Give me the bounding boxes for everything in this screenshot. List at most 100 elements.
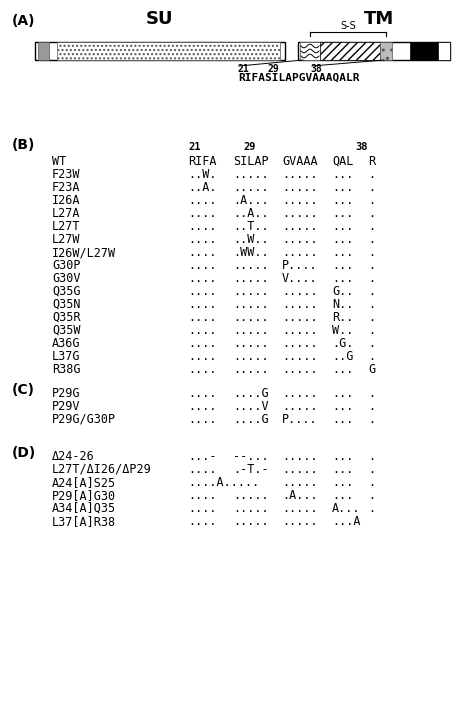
Text: .: . xyxy=(368,476,375,489)
Text: .....: ..... xyxy=(282,363,318,376)
Text: ....: .... xyxy=(188,298,217,311)
Text: Q35N: Q35N xyxy=(52,298,81,311)
Text: .....: ..... xyxy=(282,387,318,400)
Text: .: . xyxy=(368,463,375,476)
Text: ...A: ...A xyxy=(332,515,361,528)
Text: P29V: P29V xyxy=(52,400,81,413)
Bar xyxy=(57,42,280,60)
Text: ..W..: ..W.. xyxy=(233,233,269,246)
Text: .....: ..... xyxy=(282,246,318,259)
Text: .....: ..... xyxy=(282,207,318,220)
Text: ....: .... xyxy=(188,220,217,233)
Text: RIFASILAPGVAAAQALR: RIFASILAPGVAAAQALR xyxy=(238,73,359,83)
Text: ...: ... xyxy=(332,387,354,400)
Bar xyxy=(298,42,450,60)
Text: .....: ..... xyxy=(233,311,269,324)
Text: .: . xyxy=(368,413,375,426)
Bar xyxy=(35,42,285,60)
Text: ..T..: ..T.. xyxy=(233,220,269,233)
Text: .: . xyxy=(368,194,375,207)
Text: 38: 38 xyxy=(310,64,322,74)
Text: .: . xyxy=(368,298,375,311)
Text: .....: ..... xyxy=(233,181,269,194)
Text: .: . xyxy=(368,502,375,515)
Text: .G.: .G. xyxy=(332,337,354,350)
Text: .: . xyxy=(368,324,375,337)
Text: .: . xyxy=(368,259,375,272)
Text: A34[A]Q35: A34[A]Q35 xyxy=(52,502,116,515)
Text: .....: ..... xyxy=(233,337,269,350)
Text: .: . xyxy=(368,350,375,363)
Text: A24[A]S25: A24[A]S25 xyxy=(52,476,116,489)
Text: .....: ..... xyxy=(282,350,318,363)
Text: G30P: G30P xyxy=(52,259,81,272)
Text: W..: W.. xyxy=(332,324,354,337)
Text: R..: R.. xyxy=(332,311,354,324)
Text: ...: ... xyxy=(332,194,354,207)
Text: Δ24-26: Δ24-26 xyxy=(52,450,95,463)
Text: .....: ..... xyxy=(233,515,269,528)
Text: 21: 21 xyxy=(238,64,250,74)
Text: P29G: P29G xyxy=(52,387,81,400)
Text: P29[A]G30: P29[A]G30 xyxy=(52,489,116,502)
Text: ....: .... xyxy=(188,515,217,528)
Text: ....: .... xyxy=(188,233,217,246)
Text: .: . xyxy=(368,181,375,194)
Text: .WW..: .WW.. xyxy=(233,246,269,259)
Text: .....: ..... xyxy=(233,298,269,311)
Text: .....: ..... xyxy=(282,515,318,528)
Text: F23A: F23A xyxy=(52,181,81,194)
Text: .....: ..... xyxy=(233,168,269,181)
Text: ....A.....: ....A..... xyxy=(188,476,259,489)
Text: N..: N.. xyxy=(332,298,354,311)
Text: ....: .... xyxy=(188,285,217,298)
Text: L37[A]R38: L37[A]R38 xyxy=(52,515,116,528)
Text: WT: WT xyxy=(52,155,66,168)
Text: ..W.: ..W. xyxy=(188,168,217,181)
Text: ....: .... xyxy=(188,246,217,259)
Text: (A): (A) xyxy=(12,14,36,28)
Text: L37G: L37G xyxy=(52,350,81,363)
Text: GVAAA: GVAAA xyxy=(282,155,318,168)
Text: 21: 21 xyxy=(188,142,201,152)
Text: ..A.: ..A. xyxy=(188,181,217,194)
Bar xyxy=(438,42,450,60)
Text: 38: 38 xyxy=(356,142,368,152)
Text: .....: ..... xyxy=(282,298,318,311)
Text: ...: ... xyxy=(332,246,354,259)
Text: ...: ... xyxy=(332,450,354,463)
Text: Q35G: Q35G xyxy=(52,285,81,298)
Text: .: . xyxy=(368,311,375,324)
Text: Q35W: Q35W xyxy=(52,324,81,337)
Text: V....: V.... xyxy=(282,272,318,285)
Text: .....: ..... xyxy=(282,168,318,181)
Bar xyxy=(38,42,49,60)
Text: ...: ... xyxy=(332,233,354,246)
Text: SILAP: SILAP xyxy=(233,155,269,168)
Text: .-T.-: .-T.- xyxy=(233,463,269,476)
Text: ....: .... xyxy=(188,207,217,220)
Text: .: . xyxy=(368,400,375,413)
Text: ....G: ....G xyxy=(233,413,269,426)
Text: ....: .... xyxy=(188,489,217,502)
Text: ...: ... xyxy=(332,400,354,413)
Text: L27A: L27A xyxy=(52,207,81,220)
Text: .....: ..... xyxy=(233,489,269,502)
Text: ...: ... xyxy=(332,413,354,426)
Text: ....: .... xyxy=(188,400,217,413)
Bar xyxy=(410,42,438,60)
Text: ...-: ...- xyxy=(188,450,217,463)
Text: ....: .... xyxy=(188,413,217,426)
Text: .: . xyxy=(368,337,375,350)
Text: TM: TM xyxy=(364,10,394,28)
Text: Q35R: Q35R xyxy=(52,311,81,324)
Text: .: . xyxy=(368,489,375,502)
Text: .....: ..... xyxy=(282,181,318,194)
Text: ....: .... xyxy=(188,463,217,476)
Text: .....: ..... xyxy=(282,324,318,337)
Text: 29: 29 xyxy=(243,142,255,152)
Text: ....: .... xyxy=(188,259,217,272)
Text: S-S: S-S xyxy=(340,21,356,31)
Text: ....: .... xyxy=(188,363,217,376)
Text: F23W: F23W xyxy=(52,168,81,181)
